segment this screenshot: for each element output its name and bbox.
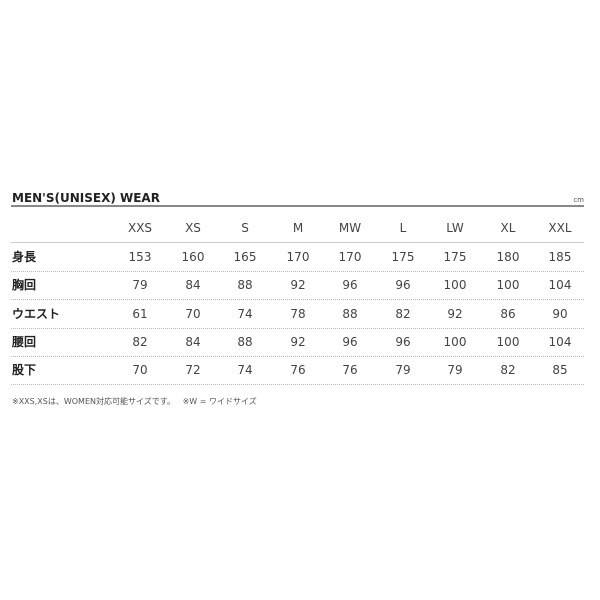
table-cell: 92 xyxy=(290,334,306,349)
table-cell: 90 xyxy=(552,306,568,321)
table-cell: 100 xyxy=(496,278,520,293)
table-cell: 82 xyxy=(132,334,148,349)
table-cell: 61 xyxy=(132,306,148,321)
table-row: 腰回 82 84 88 92 96 96 100 100 104 xyxy=(11,328,584,357)
table-cell: 79 xyxy=(395,363,411,378)
table-cell: 85 xyxy=(552,363,568,378)
table-row: 身長 153 160 165 170 170 175 175 180 185 xyxy=(11,243,584,272)
table-cell: 100 xyxy=(443,278,467,293)
table-cell: 79 xyxy=(132,278,148,293)
table-cell: 84 xyxy=(185,278,201,293)
table-cell: 153 xyxy=(128,250,152,264)
table-cell: 104 xyxy=(548,278,572,293)
row-label: 腰回 xyxy=(12,334,37,349)
table-cell: 170 xyxy=(286,250,310,264)
table-title: MEN'S(UNISEX) WEAR xyxy=(12,191,160,205)
size-header: XL xyxy=(500,221,516,235)
table-cell: 180 xyxy=(496,250,520,264)
table-cell: 84 xyxy=(185,334,201,349)
row-label: 股下 xyxy=(12,363,37,378)
size-header: M xyxy=(292,221,304,235)
table-cell: 160 xyxy=(181,250,205,264)
table-cell: 100 xyxy=(496,334,520,349)
title-divider xyxy=(11,205,584,207)
table-cell: 165 xyxy=(233,250,257,264)
table-cell: 82 xyxy=(500,363,516,378)
table-cell: 96 xyxy=(395,278,411,293)
table-row: 胸回 79 84 88 92 96 96 100 100 104 xyxy=(11,271,584,301)
table-cell: 70 xyxy=(132,363,148,378)
size-header: XXS xyxy=(127,221,153,235)
table-cell: 88 xyxy=(237,278,253,293)
table-cell: 86 xyxy=(500,306,516,321)
table-cell: 70 xyxy=(185,306,201,321)
table-row: 股下 70 72 74 76 76 79 79 82 85 xyxy=(11,356,584,386)
unit-label: cm xyxy=(573,196,584,204)
row-label: 身長 xyxy=(12,250,37,264)
table-cell: 185 xyxy=(548,250,572,264)
table-cell: 170 xyxy=(338,250,362,264)
table-row: ウエスト 61 70 74 78 88 82 92 86 90 xyxy=(11,300,584,329)
table-cell: 175 xyxy=(443,250,467,264)
table-cell: 79 xyxy=(447,363,463,378)
table-cell: 96 xyxy=(395,334,411,349)
row-label: 胸回 xyxy=(12,278,37,293)
table-cell: 96 xyxy=(342,334,358,349)
table-cell: 74 xyxy=(237,363,253,378)
table-cell: 92 xyxy=(290,278,306,293)
table-cell: 82 xyxy=(395,306,411,321)
table-cell: 92 xyxy=(447,306,463,321)
table-cell: 88 xyxy=(237,334,253,349)
table-cell: 76 xyxy=(342,363,358,378)
table-cell: 78 xyxy=(290,306,306,321)
footnote: ※XXS,XSは、WOMEN対応可能サイズです。 ※W = ワイドサイズ xyxy=(12,397,257,406)
size-header: LW xyxy=(446,221,464,235)
size-header: S xyxy=(241,221,249,235)
table-cell: 96 xyxy=(342,278,358,293)
size-header: XXL xyxy=(548,221,572,235)
table-cell: 104 xyxy=(548,334,572,349)
table-cell: 175 xyxy=(391,250,415,264)
table-cell: 72 xyxy=(185,363,201,378)
row-label: ウエスト xyxy=(12,306,61,321)
size-header: L xyxy=(399,221,407,235)
table-cell: 100 xyxy=(443,334,467,349)
table-cell: 88 xyxy=(342,306,358,321)
header-row: XXS XS S M MW L LW XL XXL xyxy=(11,214,584,243)
table-cell: 74 xyxy=(237,306,253,321)
size-header: XS xyxy=(185,221,201,235)
size-header: MW xyxy=(338,221,362,235)
table-cell: 76 xyxy=(290,363,306,378)
